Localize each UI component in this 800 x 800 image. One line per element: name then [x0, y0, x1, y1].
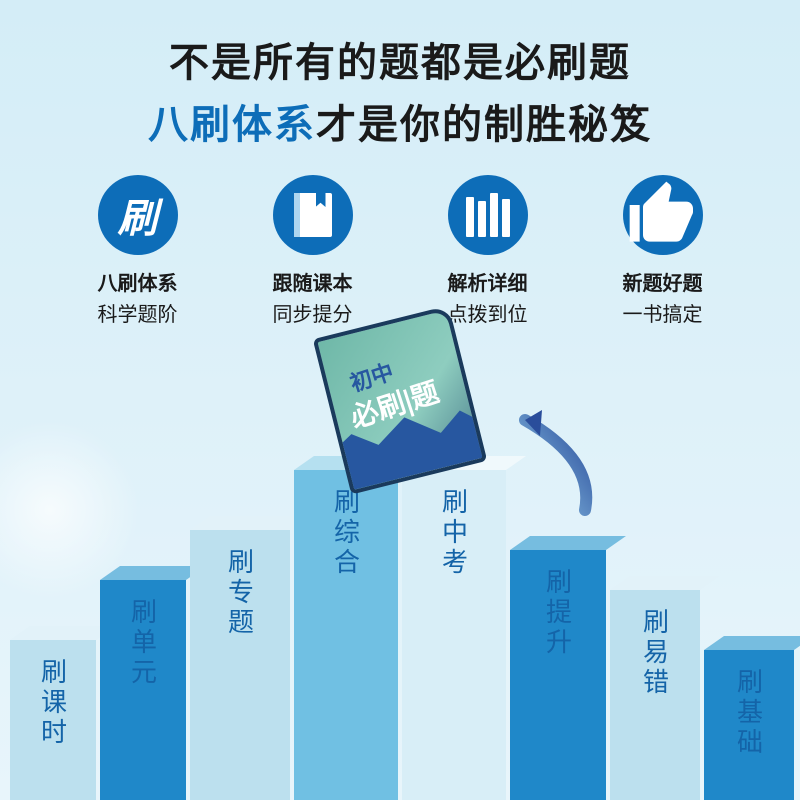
- book-icon: [273, 175, 353, 255]
- feature-3-title: 解析详细: [400, 267, 575, 296]
- header: 不是所有的题都是必刷题 八刷体系才是你的制胜秘笈: [0, 0, 800, 150]
- feature-2-sub: 同步提分: [225, 298, 400, 327]
- bar-label-5: 刷中考: [436, 488, 473, 578]
- title-highlight: 八刷体系: [148, 103, 316, 147]
- bar-label-8: 刷基础: [731, 668, 768, 758]
- bar-label-4: 刷综合: [328, 488, 365, 578]
- feature-1: 刷 八刷体系 科学题阶: [50, 175, 225, 327]
- curved-arrow-icon: [470, 400, 610, 520]
- bar-7: 刷易错: [610, 590, 700, 800]
- feature-1-title: 八刷体系: [50, 267, 225, 296]
- bar-1: 刷课时: [10, 640, 96, 800]
- feature-4: 新题好题 一书搞定: [575, 175, 750, 327]
- thumbs-up-icon: [623, 175, 703, 255]
- title-line-1: 不是所有的题都是必刷题: [0, 30, 800, 88]
- bar-3: 刷专题: [190, 530, 290, 800]
- bar-4: 刷综合: [294, 470, 398, 800]
- bar-6: 刷提升: [510, 550, 606, 800]
- brush-icon: 刷: [98, 175, 178, 255]
- feature-4-title: 新题好题: [575, 267, 750, 296]
- feature-4-sub: 一书搞定: [575, 298, 750, 327]
- bar-label-6: 刷提升: [540, 568, 577, 658]
- feature-3: 解析详细 点拨到位: [400, 175, 575, 327]
- title-rest: 才是你的制胜秘笈: [316, 103, 652, 147]
- bar-label-3: 刷专题: [222, 548, 259, 638]
- features-row: 刷 八刷体系 科学题阶 跟随课本 同步提分 解析详细 点拨到位 新题好题 一书搞…: [0, 150, 800, 327]
- bar-label-2: 刷单元: [125, 598, 162, 688]
- bar-label-1: 刷课时: [35, 658, 72, 748]
- title-line-2: 八刷体系才是你的制胜秘笈: [0, 92, 800, 150]
- bar-2: 刷单元: [100, 580, 186, 800]
- feature-2: 跟随课本 同步提分: [225, 175, 400, 327]
- bar-8: 刷基础: [704, 650, 794, 800]
- books-icon: [448, 175, 528, 255]
- feature-1-sub: 科学题阶: [50, 298, 225, 327]
- feature-2-title: 跟随课本: [225, 267, 400, 296]
- bar-label-7: 刷易错: [637, 608, 674, 698]
